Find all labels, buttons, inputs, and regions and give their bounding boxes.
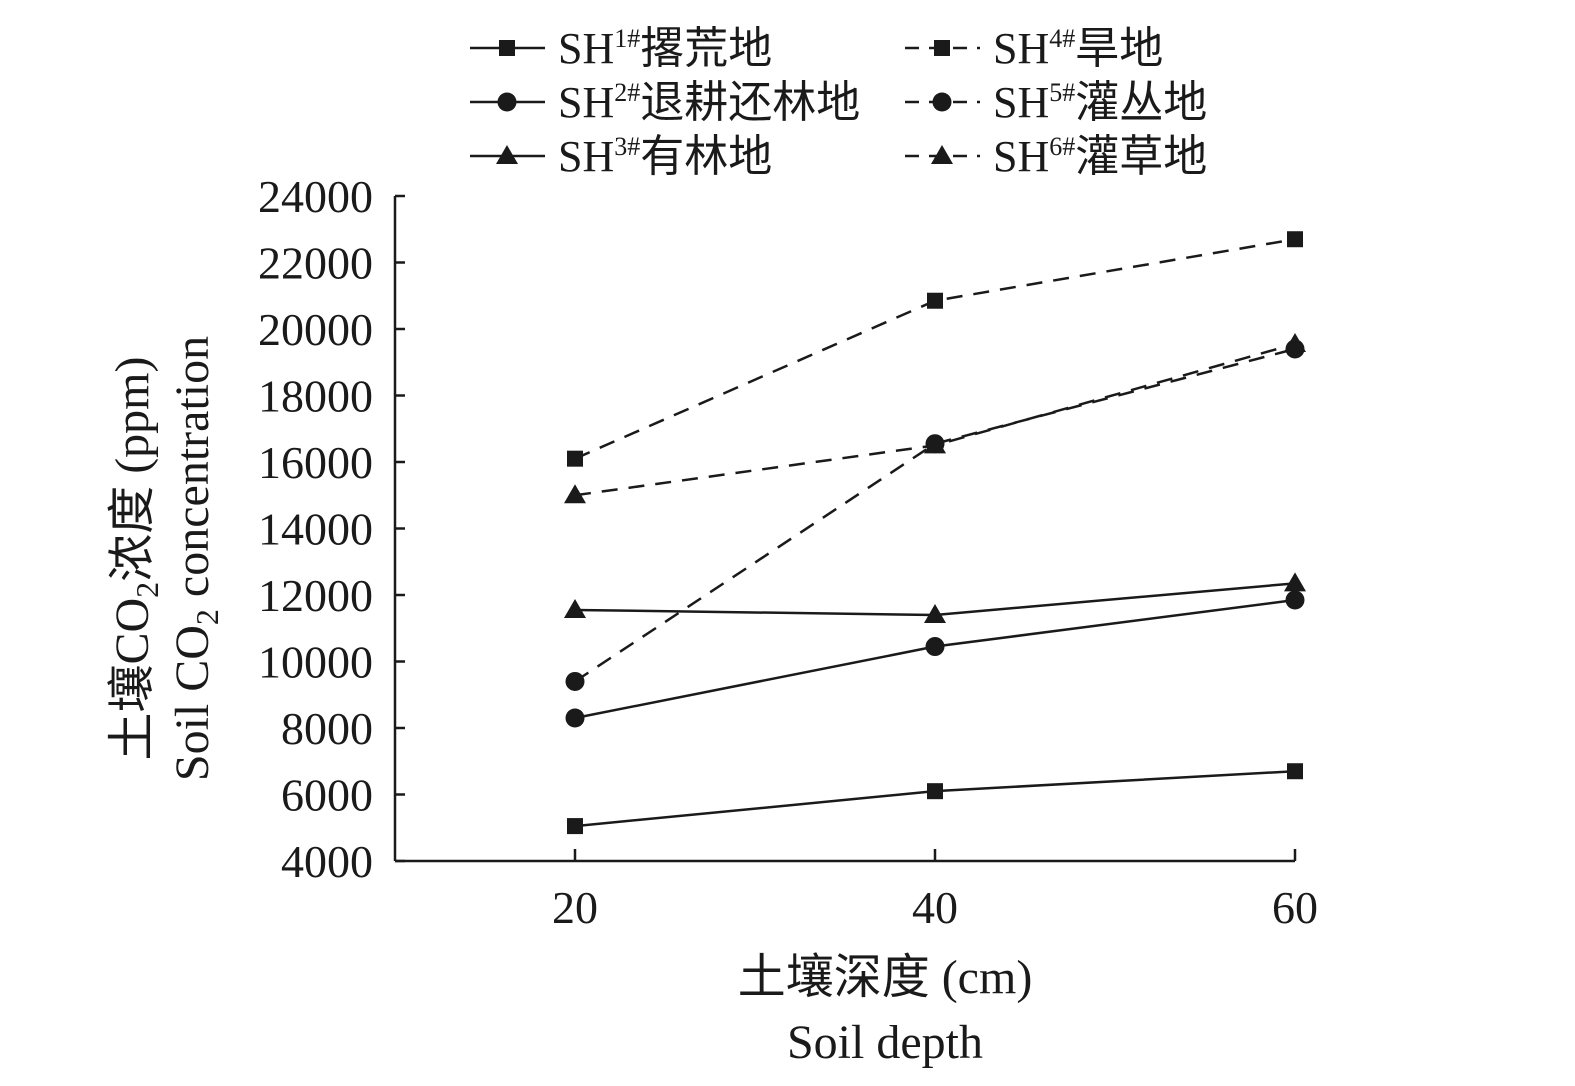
x-axis-title: 土壤深度 (cm) Soil depth bbox=[738, 951, 1033, 1069]
series-line bbox=[574, 237, 1296, 460]
x-axis-title-en: Soil depth bbox=[787, 1016, 983, 1069]
y-tick-label: 4000 bbox=[281, 836, 373, 887]
legend-marker bbox=[931, 145, 953, 164]
data-point bbox=[564, 598, 586, 618]
data-point bbox=[1284, 572, 1306, 592]
y-tick-label: 14000 bbox=[258, 504, 373, 555]
x-tick-label: 20 bbox=[552, 882, 598, 933]
data-point bbox=[567, 450, 583, 467]
data-point bbox=[565, 708, 585, 728]
y-axis-title-zh: 土壤CO2浓度 (ppm) bbox=[106, 357, 165, 761]
data-point bbox=[564, 484, 586, 504]
legend-marker bbox=[497, 92, 517, 112]
series-4 bbox=[567, 231, 1303, 467]
legend-label: SH4#旱地 bbox=[993, 24, 1163, 73]
series-3 bbox=[564, 572, 1306, 623]
y-tick-label: 16000 bbox=[258, 437, 373, 488]
data-point bbox=[925, 637, 945, 657]
series-line bbox=[574, 347, 1296, 683]
y-tick-label: 8000 bbox=[281, 703, 373, 754]
data-point bbox=[1287, 231, 1303, 248]
data-point bbox=[567, 818, 583, 835]
legend-item-3: SH3#有林地 bbox=[470, 132, 772, 181]
data-point bbox=[924, 434, 946, 454]
y-tick-label: 6000 bbox=[281, 770, 373, 821]
legend-marker bbox=[499, 40, 515, 56]
legend-item-6: SH6#灌草地 bbox=[905, 132, 1207, 181]
data-point bbox=[565, 671, 585, 691]
series-line bbox=[574, 342, 1296, 497]
x-tick-label: 40 bbox=[912, 882, 958, 933]
legend-label: SH6#灌草地 bbox=[993, 132, 1207, 181]
legend-item-5: SH5#灌丛地 bbox=[905, 78, 1207, 127]
data-point bbox=[927, 292, 943, 309]
data-point bbox=[1284, 332, 1306, 352]
y-axis-title-en: Soil CO2 concentration bbox=[166, 336, 225, 781]
legend: SH1#撂荒地 SH2#退耕还林地 SH3#有林地 SH4#旱地 SH5#灌丛地 SH6#… bbox=[470, 24, 1207, 181]
series-1 bbox=[567, 763, 1303, 835]
legend-label: SH1#撂荒地 bbox=[558, 24, 772, 73]
axes: 4000 6000 8000 10000 12000 14000 16000 18000 200… bbox=[258, 171, 1318, 933]
y-tick-label: 10000 bbox=[258, 637, 373, 688]
y-tick-label: 12000 bbox=[258, 570, 373, 621]
y-tick-label: 24000 bbox=[258, 171, 373, 222]
legend-marker bbox=[496, 145, 518, 164]
y-tick-label: 18000 bbox=[258, 371, 373, 422]
series-6 bbox=[564, 332, 1306, 504]
legend-item-2: SH2#退耕还林地 bbox=[470, 78, 860, 127]
legend-label: SH3#有林地 bbox=[558, 132, 772, 181]
x-axis-title-zh: 土壤深度 (cm) bbox=[738, 951, 1033, 1004]
y-tick-label: 20000 bbox=[258, 304, 373, 355]
legend-item-4: SH4#旱地 bbox=[905, 24, 1163, 73]
x-tick-label: 60 bbox=[1272, 882, 1318, 933]
data-point bbox=[1285, 590, 1305, 610]
series-layer bbox=[564, 231, 1306, 835]
legend-marker bbox=[932, 92, 952, 112]
y-axis-title: 土壤CO2浓度 (ppm)Soil CO2 concentration bbox=[106, 336, 225, 781]
legend-label: SH5#灌丛地 bbox=[993, 78, 1207, 127]
data-point bbox=[924, 603, 946, 623]
y-tick-label: 22000 bbox=[258, 238, 373, 289]
data-point bbox=[927, 783, 943, 800]
legend-item-1: SH1#撂荒地 bbox=[470, 24, 772, 73]
legend-label: SH2#退耕还林地 bbox=[558, 78, 860, 127]
series-2 bbox=[565, 590, 1305, 728]
data-point bbox=[1287, 763, 1303, 780]
legend-marker bbox=[934, 40, 950, 56]
